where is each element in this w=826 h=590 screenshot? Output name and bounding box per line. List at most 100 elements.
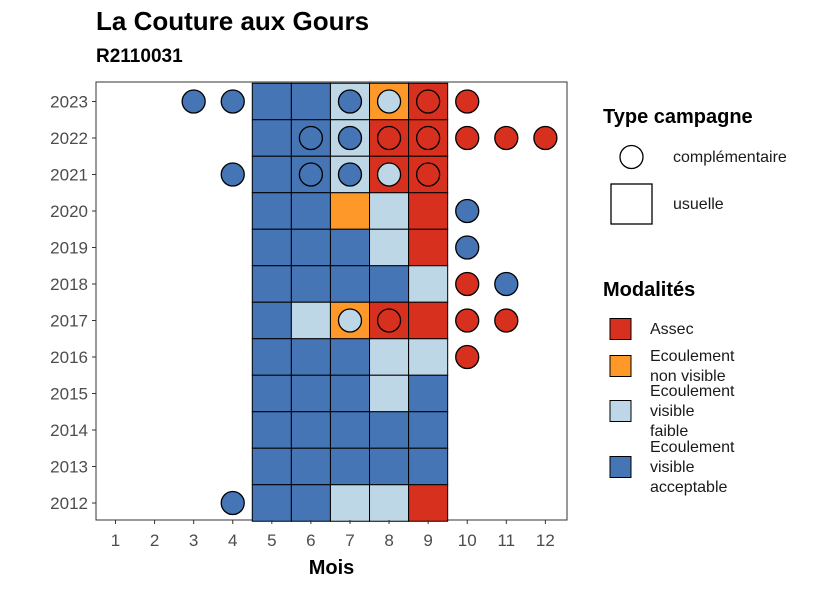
point-2021-6: [298, 162, 324, 187]
legend-label-line: Ecoulement: [650, 348, 735, 365]
legend-label-line: Ecoulement: [650, 383, 735, 400]
tile-2015-7: [329, 374, 371, 413]
tile-2014-6: [290, 411, 331, 449]
tile-2013-7: [329, 447, 371, 486]
legend-type-campagne-title: Type campagne: [603, 106, 753, 128]
tile-2015-5: [251, 374, 292, 413]
point-2023-4: [220, 89, 245, 114]
tile-2020-6: [290, 192, 331, 230]
tile-2014-5: [251, 411, 292, 449]
point-2022-7: [337, 125, 363, 151]
tile-2015-6: [290, 374, 331, 413]
y-tick-label-2020: 2020: [50, 202, 88, 221]
y-tick-label-2023: 2023: [50, 93, 88, 112]
point-2023-7: [337, 89, 363, 114]
y-tick-label-2012: 2012: [50, 494, 88, 513]
tile-2017-9: [408, 301, 449, 340]
point-2016-10: [455, 344, 480, 370]
point-2021-7: [337, 162, 363, 187]
legend-label-line: Assec: [650, 321, 694, 338]
tile-2012-5: [251, 484, 292, 522]
point-2022-6: [298, 125, 324, 151]
point-2023-10: [455, 89, 480, 114]
tile-2018-8: [369, 265, 410, 303]
legend-label-line: Ecoulement: [650, 439, 735, 456]
point-2022-10: [455, 125, 480, 151]
point-2022-8: [376, 125, 402, 151]
tile-2017-5: [251, 301, 292, 340]
tile-2022-5: [251, 119, 292, 157]
point-2023-9: [415, 89, 441, 114]
point-2023-3: [181, 89, 206, 114]
tile-2018-9: [408, 265, 449, 303]
tile-2012-6: [290, 484, 331, 522]
tile-2014-9: [408, 411, 449, 449]
y-tick-label-2014: 2014: [50, 421, 88, 440]
legend-label-line: visible: [650, 403, 695, 420]
x-tick-label-6: 6: [306, 531, 315, 550]
usuelle-tiles: [251, 82, 449, 522]
tile-2019-5: [251, 228, 292, 267]
complementaire-points: [181, 89, 558, 516]
y-axis: 2012 2013 2014 2015 2016 2017 2018 2019 2020 2021…: [50, 93, 96, 513]
tile-2019-7: [329, 228, 371, 267]
y-tick-label-2017: 2017: [50, 312, 88, 331]
legend-label-2: Ecoulement visible faible: [650, 383, 735, 440]
tile-2019-6: [290, 228, 331, 267]
chart-title: La Couture aux Gours: [96, 6, 370, 36]
tile-2021-5: [251, 155, 292, 194]
tile-2018-7: [329, 265, 371, 303]
legend-type-campagne: Type campagne complémentaire usuelle: [603, 106, 787, 225]
point-2021-4: [220, 162, 245, 187]
tile-2014-8: [369, 411, 410, 449]
x-axis-title: Mois: [309, 557, 355, 579]
legend-label-line: acceptable: [650, 479, 727, 496]
tile-2012-7: [329, 484, 371, 522]
legend-swatch-3: [609, 456, 632, 478]
point-2017-7: [337, 308, 363, 333]
point-2021-8: [376, 162, 402, 187]
x-tick-label-12: 12: [536, 531, 555, 550]
legend-key-circle: [619, 144, 644, 170]
legend-label-0: Assec: [650, 321, 694, 338]
tile-2021-7: [329, 155, 371, 194]
legend-label-square: usuelle: [673, 196, 724, 213]
tile-2016-8: [369, 338, 410, 376]
tile-2017-6: [290, 301, 331, 340]
y-tick-label-2013: 2013: [50, 458, 88, 477]
tile-2023-5: [251, 82, 292, 121]
point-2022-11: [494, 125, 519, 151]
x-tick-label-7: 7: [345, 531, 354, 550]
legend-label-line: visible: [650, 459, 695, 476]
x-tick-label-10: 10: [458, 531, 477, 550]
legend-label-1: Ecoulement non visible: [650, 348, 735, 385]
tile-2018-6: [290, 265, 331, 303]
legend-label-line: faible: [650, 423, 688, 440]
legend-label-circle: complémentaire: [673, 149, 787, 166]
point-2023-8: [376, 89, 402, 114]
tile-2013-5: [251, 447, 292, 486]
x-tick-label-1: 1: [111, 531, 120, 550]
chart-subtitle: R2110031: [96, 46, 183, 67]
point-2018-11: [494, 271, 519, 297]
x-tick-label-3: 3: [189, 531, 198, 550]
legend-label-3: Ecoulement visible acceptable: [650, 439, 735, 496]
point-2022-9: [415, 125, 441, 151]
point-2017-8: [376, 308, 402, 333]
tile-2018-5: [251, 265, 292, 303]
tile-2012-9: [408, 484, 449, 522]
point-2020-10: [455, 198, 480, 224]
y-tick-label-2018: 2018: [50, 275, 88, 294]
tile-2020-8: [369, 192, 410, 230]
legend-key-square: [610, 183, 653, 225]
point-2022-12: [533, 125, 558, 151]
tile-2014-7: [329, 411, 371, 449]
point-2018-10: [455, 271, 480, 297]
tile-2016-6: [290, 338, 331, 376]
legend-swatch-0: [609, 318, 632, 340]
y-tick-label-2016: 2016: [50, 348, 88, 367]
tile-2023-6: [290, 82, 331, 121]
legend-swatch-1: [609, 355, 632, 377]
tile-2013-8: [369, 447, 410, 486]
